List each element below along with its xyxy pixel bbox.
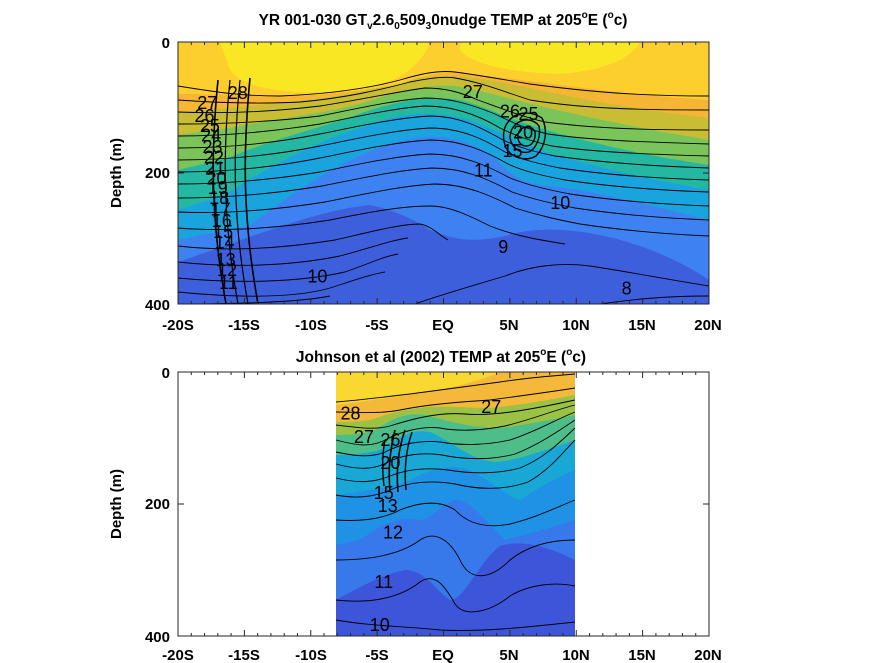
top-contour-label: 25 [200,116,220,136]
top-tick-marks [177,41,710,305]
bottom-chart-field [335,372,576,636]
top-contour-label: 18 [209,188,229,208]
top-xtick: -10S [295,317,327,334]
bottom-chart-title: Johnson et al (2002) TEMP at 205oE (oc) [296,347,586,366]
bottom-xtick: 10N [562,647,590,663]
top-contour-label: 20 [206,168,226,188]
bottom-ytick-0: 0 [162,365,170,382]
bottom-contour-label: 26 [380,430,400,450]
bottom-contour-label: 27 [481,397,501,417]
top-contour-label: 8 [622,278,632,298]
top-contour-label: 13 [216,250,236,270]
bottom-ytick-400: 400 [145,629,170,646]
top-contour-label: 11 [474,160,493,180]
bottom-contour-label: 10 [370,615,390,635]
top-contour-label: 19 [208,178,228,198]
top-xtick: 15N [628,317,656,334]
bottom-xtick: -5S [365,647,388,663]
top-contour-label: 27 [463,82,483,102]
bottom-xtick: -10S [295,647,327,663]
bottom-xtick: EQ [432,647,454,663]
bottom-xtick: -20S [162,647,194,663]
top-contour-label: 9 [498,237,508,257]
bottom-contour-label: 20 [380,453,400,473]
bottom-contour-label: 15 [374,483,394,503]
top-contour-label: 22 [204,147,224,167]
top-y-ticks: 0 200 400 [145,35,170,314]
bottom-chart: Johnson et al (2002) TEMP at 205oE (oc) [108,347,722,663]
top-xtick: -15S [228,317,260,334]
top-ytick-0: 0 [162,35,170,52]
top-contour-label: 20 [513,122,533,142]
top-x-ticks: -20S -15S -10S -5S EQ 5N 10N 15N 20N [162,317,722,334]
bottom-y-axis-label: Depth (m) [108,469,125,539]
bottom-xtick: 15N [628,647,656,663]
top-xtick: -5S [365,317,388,334]
top-ytick-400: 400 [145,297,170,314]
bottom-contour-label: 27 [354,427,374,447]
bottom-x-ticks: -20S -15S -10S -5S EQ 5N 10N 15N 20N [162,647,722,663]
top-contour-label: 15 [213,222,233,242]
top-contour-label: 26 [500,101,520,121]
bottom-tick-marks [177,371,710,637]
top-contour-label: 26 [195,106,215,126]
top-ytick-200: 200 [145,165,170,182]
top-contour-label: 24 [201,126,221,146]
top-chart-field [178,42,709,304]
bottom-ytick-200: 200 [145,496,170,513]
bottom-contour-label: 12 [383,522,403,542]
bottom-xtick: 5N [499,647,518,663]
top-xtick: 20N [694,317,722,334]
top-contour-label: 17 [210,200,230,220]
top-contour-label: 23 [202,137,222,157]
top-contour-label: 10 [550,193,570,213]
top-chart: YR 001-030 GTv2.6050930nudge TEMP at 205… [108,10,722,334]
bottom-xtick: 20N [694,647,722,663]
bottom-y-ticks: 0 200 400 [145,365,170,646]
bottom-contour-label: 13 [378,496,398,516]
bottom-xtick: -15S [228,647,260,663]
top-xtick: 5N [499,317,518,334]
top-chart-title: YR 001-030 GTv2.6050930nudge TEMP at 205… [259,10,628,32]
top-contour-label: 11 [219,273,238,293]
top-contour-label: 12 [217,260,237,280]
top-xtick: 10N [562,317,590,334]
top-contour-label: 15 [503,141,523,161]
top-contour-label: 28 [228,83,248,103]
top-contour-lines [178,71,709,304]
top-contour-label: 16 [212,211,232,231]
top-y-axis-label: Depth (m) [108,138,125,208]
top-contour-label: 21 [205,158,225,178]
bottom-contour-label: 28 [341,404,361,424]
top-xtick: EQ [432,317,454,334]
bottom-contour-lines [335,373,576,631]
bottom-contour-label: 11 [374,572,393,592]
top-contour-label: 10 [307,267,327,287]
top-xtick: -20S [162,317,194,334]
top-contour-label: 25 [518,104,538,124]
top-contour-label: 14 [214,232,234,252]
top-contour-label: 27 [197,93,217,113]
